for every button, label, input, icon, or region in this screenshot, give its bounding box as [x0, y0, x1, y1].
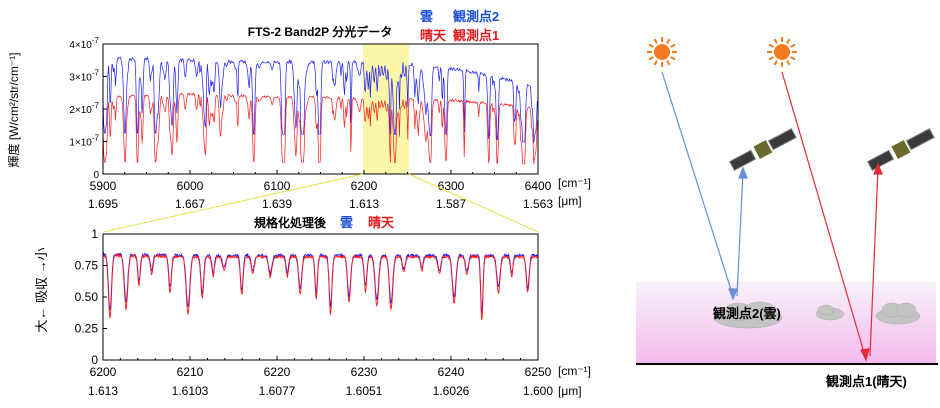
- top-y-tick-label: 4×10-7: [69, 36, 99, 51]
- bottom-x-tick-label: 6250: [525, 365, 552, 379]
- top-series-clear: [103, 92, 538, 165]
- clear-light-path: [781, 71, 883, 362]
- bottom-series-clear: [103, 252, 538, 321]
- bottom-series-cloud: [103, 251, 538, 313]
- bottom-legend-cloud: 雲: [340, 215, 353, 230]
- bottom-x2-tick-label: 1.6051: [346, 384, 383, 398]
- top-chart: 5900 1.695 6000 1.667 6100 1.639 6200 1.613 6300…: [6, 9, 591, 211]
- top-x2-tick-label: 1.639: [262, 197, 292, 211]
- bottom-x-tick-label: 6220: [264, 365, 291, 379]
- satellite-icon: [866, 128, 935, 172]
- top-x2-tick-label: 1.667: [175, 197, 205, 211]
- top-x-tick-label: 6000: [177, 179, 204, 193]
- bottom-x2-tick-label: 1.613: [88, 384, 118, 398]
- top-x2-tick-label: 1.563: [523, 197, 553, 211]
- top-y-tick-label: 1×10-7: [69, 134, 99, 149]
- bottom-chart: 6200 1.613 6210 1.6103 6220 1.6077 6230 1.6051 6…: [34, 215, 591, 398]
- bottom-y-tick-label: 0.75: [75, 259, 99, 273]
- bottom-x2-unit: [μm]: [558, 384, 582, 398]
- top-x-tick-label: 6300: [438, 179, 465, 193]
- top-series-cloud: [103, 56, 538, 143]
- top-y-tick-label: 2×10-7: [69, 101, 99, 116]
- cloud-light-path: [661, 71, 748, 301]
- bottom-x-tick-label: 6230: [351, 365, 378, 379]
- top-legend-point2: 観測点2: [452, 9, 499, 24]
- point1-label: 観測点1(晴天): [825, 374, 907, 389]
- bottom-x-tick-label: 6210: [177, 365, 204, 379]
- top-legend-clear: 晴天: [420, 28, 447, 43]
- bottom-y-tick-label: 0.50: [75, 290, 99, 304]
- top-y-tick-label: 0: [93, 170, 99, 181]
- bottom-y-tick-label: 0: [91, 353, 98, 367]
- bottom-x-tick-label: 6200: [90, 365, 117, 379]
- top-y-tick-label: 3×10-7: [69, 69, 99, 84]
- bottom-y-tick-label: 1: [91, 227, 98, 241]
- bottom-y-tick-label: 0.25: [75, 322, 99, 336]
- top-x-tick-label: 6100: [264, 179, 291, 193]
- bottom-x2-tick-label: 1.6026: [433, 384, 470, 398]
- cloud-icon: [875, 302, 921, 325]
- bottom-y-axis-label: 大← 吸収 →小: [34, 247, 49, 332]
- bottom-x-tick-label: 6240: [438, 365, 465, 379]
- top-y-axis-label: 輝度 [W/cm²/str/cm⁻¹]: [6, 53, 21, 168]
- bottom-x2-tick-label: 1.600: [523, 384, 553, 398]
- top-x-tick-label: 5900: [90, 179, 117, 193]
- top-x-tick-label: 6200: [351, 179, 378, 193]
- top-x2-tick-label: 1.695: [88, 197, 118, 211]
- cloud-icon: [815, 304, 845, 321]
- top-x2-tick-label: 1.587: [436, 197, 466, 211]
- point2-label: 観測点2(雲): [712, 306, 781, 321]
- bottom-legend-clear: 晴天: [368, 215, 395, 230]
- bottom-x-unit: [cm⁻¹]: [558, 364, 591, 378]
- sun-icon: [647, 37, 677, 67]
- top-x-unit: [cm⁻¹]: [558, 176, 591, 190]
- bottom-chart-title: 規格化処理後: [254, 215, 327, 230]
- top-x2-unit: [μm]: [558, 194, 582, 208]
- top-x-tick-label: 6400: [525, 179, 552, 193]
- bottom-plot-frame: [102, 233, 539, 361]
- sun-icon: [767, 37, 797, 67]
- bottom-x2-tick-label: 1.6103: [172, 384, 209, 398]
- satellite-icon: [728, 128, 797, 172]
- zoom-connector-right: [408, 173, 539, 233]
- observation-diagram: 観測点2(雲) 観測点1(晴天): [636, 37, 938, 389]
- top-chart-title: FTS-2 Band2P 分光データ: [248, 24, 392, 39]
- zoom-connector-left: [102, 173, 364, 233]
- bottom-x2-tick-label: 1.6077: [259, 384, 296, 398]
- atmosphere-layer: [636, 282, 936, 364]
- cloud-icon: [713, 301, 783, 329]
- top-legend-cloud: 雲: [420, 9, 433, 24]
- top-legend-point1: 観測点1: [452, 28, 499, 43]
- top-x2-tick-label: 1.613: [349, 197, 379, 211]
